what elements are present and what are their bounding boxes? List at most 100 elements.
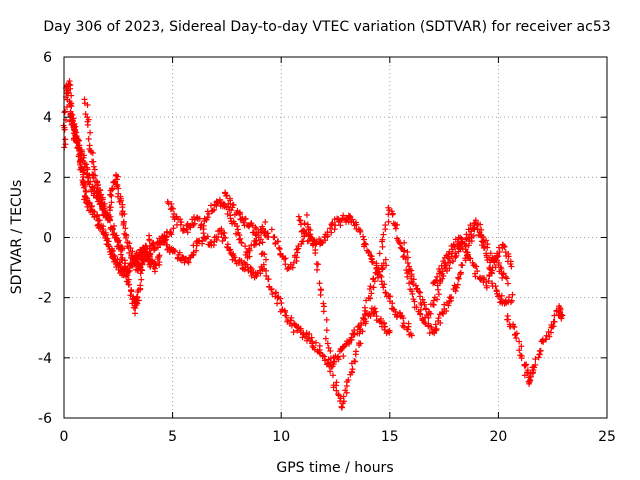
- data-point: [308, 234, 315, 241]
- data-point: [357, 328, 364, 335]
- data-point: [72, 126, 79, 133]
- data-point: [152, 260, 159, 267]
- data-point: [435, 291, 442, 298]
- data-point: [283, 312, 290, 319]
- data-point: [171, 248, 178, 255]
- data-point: [470, 232, 477, 239]
- data-point: [279, 253, 286, 260]
- data-point: [432, 277, 439, 284]
- data-point: [395, 239, 402, 246]
- series-sat-track-4: [159, 225, 267, 281]
- data-point: [437, 320, 444, 327]
- x-tick-label: 15: [381, 429, 399, 445]
- data-point: [480, 239, 487, 246]
- data-point: [327, 225, 334, 232]
- x-tick-label: 10: [272, 429, 290, 445]
- data-point: [351, 331, 358, 338]
- data-point: [89, 158, 96, 165]
- data-point: [404, 259, 411, 266]
- data-point: [94, 212, 101, 219]
- data-point: [123, 232, 130, 239]
- series-sat-track-10: [399, 222, 511, 321]
- data-point: [371, 305, 378, 312]
- data-point: [167, 229, 174, 236]
- data-point: [261, 251, 268, 258]
- data-point: [312, 250, 319, 257]
- data-point: [509, 291, 516, 298]
- data-point: [464, 251, 471, 258]
- data-point: [510, 323, 517, 330]
- data-point: [404, 249, 411, 256]
- data-point: [231, 211, 238, 218]
- data-point: [404, 254, 411, 261]
- data-point: [282, 255, 289, 262]
- data-point: [84, 101, 91, 108]
- data-point: [394, 221, 401, 228]
- data-point: [106, 204, 113, 211]
- data-point: [527, 373, 534, 380]
- data-point: [184, 258, 191, 265]
- data-point: [385, 204, 392, 211]
- data-point: [107, 191, 114, 198]
- data-point: [227, 246, 234, 253]
- data-point: [500, 270, 507, 277]
- data-point: [90, 208, 97, 215]
- data-point: [436, 265, 443, 272]
- data-point: [264, 233, 271, 240]
- data-point: [455, 275, 462, 282]
- data-point: [401, 247, 408, 254]
- data-point: [495, 253, 502, 260]
- data-point: [282, 261, 289, 268]
- data-point: [337, 222, 344, 229]
- data-point: [466, 231, 473, 238]
- data-point: [556, 307, 563, 314]
- data-point: [408, 332, 415, 339]
- data-point: [281, 256, 288, 263]
- data-point: [425, 320, 432, 327]
- data-point: [370, 284, 377, 291]
- data-point: [79, 181, 86, 188]
- data-point: [472, 273, 479, 280]
- data-point: [83, 188, 90, 195]
- data-point: [321, 353, 328, 360]
- data-point: [121, 257, 128, 264]
- data-point: [389, 300, 396, 307]
- data-point: [219, 238, 226, 245]
- data-point: [97, 225, 104, 232]
- data-point: [450, 241, 457, 248]
- data-point: [320, 300, 327, 307]
- data-point: [242, 243, 249, 250]
- data-point: [99, 205, 106, 212]
- data-point: [345, 376, 352, 383]
- data-point: [148, 257, 155, 264]
- data-point: [275, 244, 282, 251]
- data-point: [483, 284, 490, 291]
- data-point: [532, 356, 539, 363]
- data-point: [516, 338, 523, 345]
- data-point: [204, 233, 211, 240]
- data-point: [415, 288, 422, 295]
- data-point: [248, 266, 255, 273]
- data-point: [107, 217, 114, 224]
- data-point: [137, 285, 144, 292]
- data-point: [362, 241, 369, 248]
- data-point: [190, 222, 197, 229]
- data-point: [352, 348, 359, 355]
- data-point: [372, 308, 379, 315]
- data-point: [175, 251, 182, 258]
- data-point: [557, 313, 564, 320]
- data-point: [459, 262, 466, 269]
- data-point: [119, 204, 126, 211]
- y-axis-label: SDTVAR / TECUs: [9, 180, 25, 295]
- data-point: [474, 226, 481, 233]
- data-point: [472, 217, 479, 224]
- data-point: [320, 303, 327, 310]
- data-point: [513, 330, 520, 337]
- data-point: [531, 364, 538, 371]
- data-point: [268, 226, 275, 233]
- data-point: [386, 327, 393, 334]
- data-point: [110, 225, 117, 232]
- gridlines: [64, 57, 607, 418]
- data-point: [367, 252, 374, 259]
- data-point: [333, 387, 340, 394]
